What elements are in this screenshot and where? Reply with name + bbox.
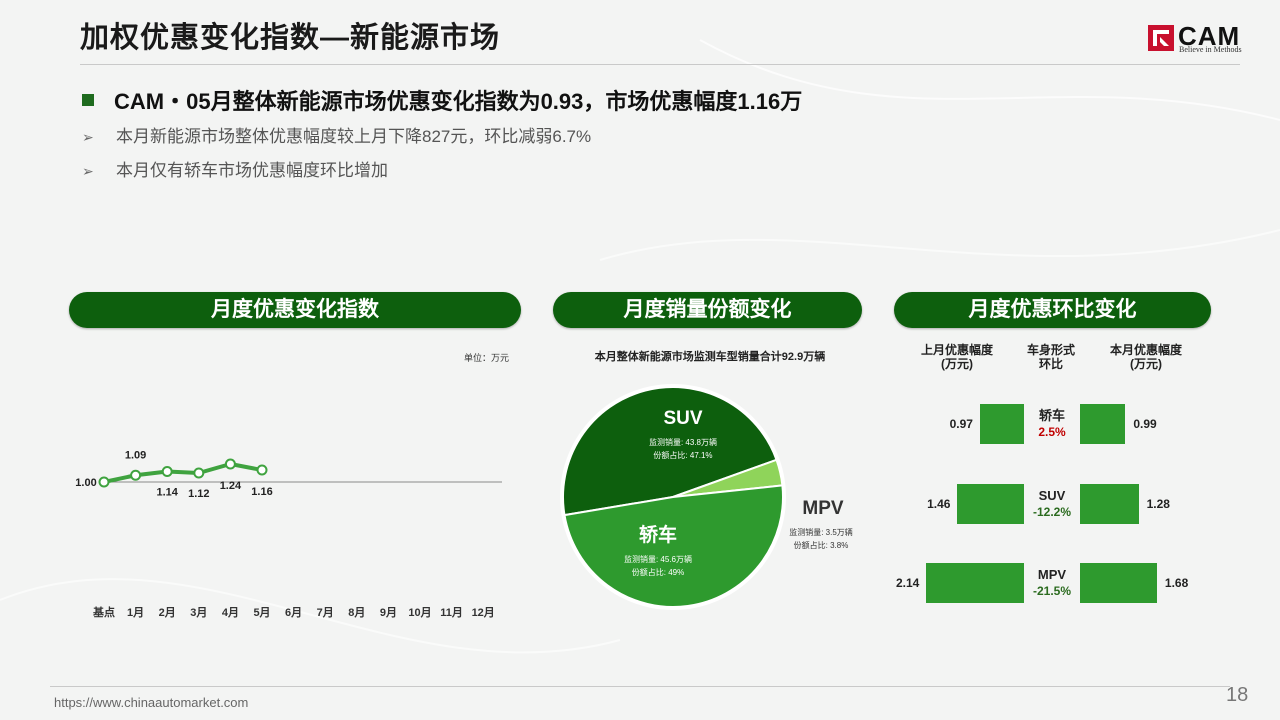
bar-curr-discount [1080,563,1157,603]
index-data-point [98,476,110,488]
header-curr-discount: 本月优惠幅度 (万元) [1109,343,1182,371]
x-tick-label: 3月 [190,606,207,619]
x-tick-label: 12月 [472,606,495,619]
x-tick-label: 8月 [348,606,365,619]
value-curr-discount: 0.99 [1133,417,1157,431]
data-label: 1.14 [156,487,178,499]
pie-volume-mpv: 监测销量: 3.5万辆 [789,527,853,537]
section-title-share: 月度销量份额变化 [553,292,862,328]
body-type-cell: SUV -12.2% [1022,488,1082,520]
footer-url: https://www.chinaautomarket.com [54,695,249,710]
data-label: 1.16 [251,486,272,498]
value-curr-discount: 1.28 [1146,497,1170,511]
sub-bullet-1: ➢ 本月新能源市场整体优惠幅度较上月下降827元，环比减弱6.7% [82,122,591,147]
page-number: 18 [1226,684,1249,706]
header-body-type: 车身形式 环比 [1026,343,1075,371]
sub-bullet-text: 本月新能源市场整体优惠幅度较上月下降827元，环比减弱6.7% [116,127,592,146]
unit-label: 单位：万元 [464,353,510,363]
headline: CAM・05月整体新能源市场优惠变化指数为0.93，市场优惠幅度1.16万 [82,84,802,116]
pie-volume-suv: 监测销量: 43.8万辆 [649,437,717,447]
x-tick-label: 2月 [159,606,176,619]
cam-logo: CAM Believe in Methods [1148,21,1258,56]
x-tick-label: 6月 [285,606,302,619]
sub-bullet-text: 本月仅有轿车市场优惠幅度环比增加 [116,161,388,180]
value-prev-discount: 0.97 [949,417,973,431]
x-tick-label: 11月 [440,606,463,619]
pie-label-mpv: MPV [802,498,844,519]
mom-change-label: 2.5% [1038,425,1066,439]
value-curr-discount: 1.68 [1164,576,1189,590]
pie-share-mpv: 份额占比: 3.8% [794,540,849,550]
value-prev-discount: 2.14 [896,576,920,590]
index-data-point [161,466,173,477]
body-type-cell: MPV -21.5% [1022,567,1082,599]
index-data-point [130,469,142,481]
index-data-point [224,458,236,470]
arrow-bullet-icon: ➢ [82,163,94,179]
body-type-label: 轿车 [1038,408,1065,423]
pie-share-suv: 份额占比: 47.1% [653,450,712,460]
bar-curr-discount [1080,484,1139,524]
square-bullet-icon [82,94,94,106]
pie-slice-sedan [563,484,784,608]
pie-share-sedan: 份额占比: 49% [632,567,684,577]
pie-volume-sedan: 监测销量: 45.6万辆 [624,554,692,564]
bar-curr-discount [1080,404,1126,444]
x-tick-label: 4月 [222,606,239,619]
x-tick-label: 7月 [317,606,334,619]
page-title: 加权优惠变化指数—新能源市场 [80,22,501,54]
x-tick-label: 9月 [380,606,397,619]
data-label: 1.24 [220,480,242,492]
header-prev-discount: 上月优惠幅度 (万元) [920,343,993,371]
footer-divider [50,686,1230,687]
headline-text: CAM・05月整体新能源市场优惠变化指数为0.93，市场优惠幅度1.16万 [114,89,803,114]
index-data-point [193,467,205,479]
section-title-index: 月度优惠变化指数 [69,292,521,328]
x-tick-label: 10月 [408,606,431,619]
x-tick-label: 1月 [127,606,144,619]
mom-change-label: -12.2% [1032,505,1072,519]
x-tick-label: 5月 [253,606,270,619]
bar-prev-discount [979,404,1024,444]
pie-title: 本月整体新能源市场监测车型销量合计92.9万辆 [594,351,826,363]
sub-bullet-2: ➢ 本月仅有轿车市场优惠幅度环比增加 [82,156,388,181]
value-prev-discount: 1.46 [927,497,951,511]
index-data-point [256,464,268,476]
cam-logo-icon [1148,25,1174,51]
arrow-bullet-icon: ➢ [82,129,94,145]
pie-slice-suv [562,386,778,517]
x-tick-label: 基点 [92,605,115,619]
body-type-label: SUV [1038,488,1066,503]
pie-label-suv: SUV [663,408,702,429]
index-line-chart: 基点 1月 2月 3月 4月 5月 6月 7月 8月 9月 10月 11月 12月 1.00 1.09 1.1… [75,449,502,619]
data-label: 1.12 [188,488,209,500]
bar-prev-discount [957,484,1024,524]
body-type-cell: 轿车 2.5% [1022,408,1082,440]
header-divider [80,64,1240,65]
data-label: 1.09 [125,449,146,461]
pie-label-sedan: 轿车 [639,523,677,546]
logo-text: CAM [1178,21,1241,51]
data-label: 1.00 [75,477,96,489]
logo-tagline: Believe in Methods [1179,45,1242,54]
section-title-mom: 月度优惠环比变化 [894,292,1211,328]
bar-prev-discount [926,563,1024,603]
mom-change-label: -21.5% [1032,584,1072,598]
body-type-label: MPV [1037,567,1067,582]
